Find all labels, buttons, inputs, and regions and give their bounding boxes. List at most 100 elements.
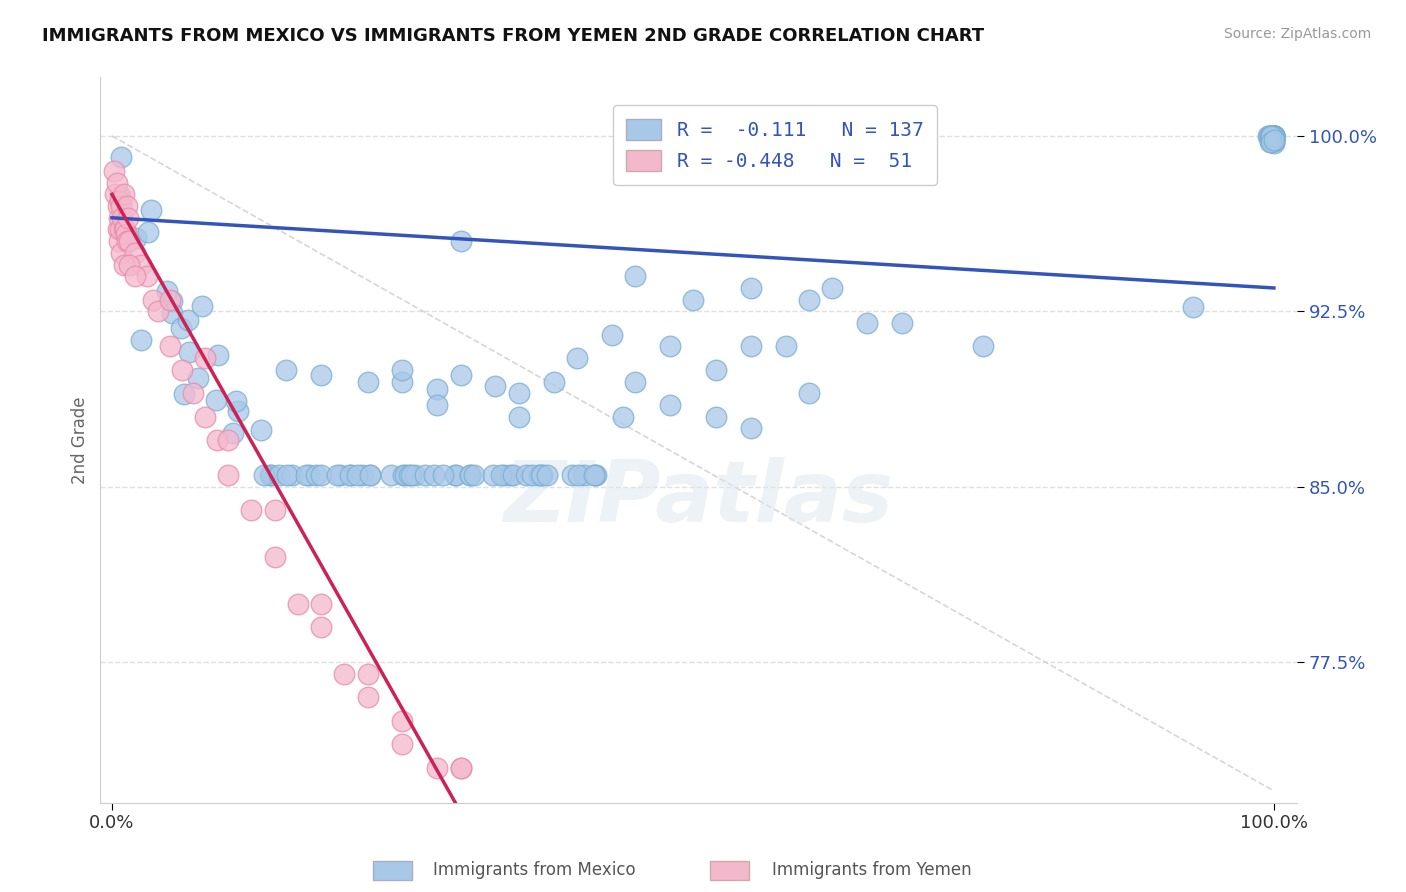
- Point: [329, 468, 352, 483]
- Point: [1263, 128, 1285, 143]
- Point: [426, 382, 449, 396]
- Point: [333, 667, 356, 681]
- Point: [821, 281, 844, 295]
- Point: [194, 351, 217, 366]
- Point: [484, 379, 506, 393]
- Point: [444, 468, 467, 483]
- Point: [115, 234, 138, 248]
- Point: [118, 258, 141, 272]
- Point: [399, 468, 422, 483]
- Point: [1261, 128, 1284, 143]
- Point: [191, 299, 214, 313]
- Point: [309, 597, 332, 611]
- Point: [531, 468, 554, 483]
- Point: [1263, 128, 1285, 143]
- Point: [1260, 133, 1282, 147]
- Point: [600, 327, 623, 342]
- Point: [350, 468, 373, 483]
- Point: [1263, 133, 1285, 147]
- Point: [574, 468, 596, 483]
- Point: [305, 468, 328, 483]
- Point: [177, 313, 200, 327]
- Legend: R =  -0.111   N = 137, R = -0.448   N =  51: R = -0.111 N = 137, R = -0.448 N = 51: [613, 105, 938, 185]
- Point: [1260, 135, 1282, 149]
- Point: [450, 760, 472, 774]
- Point: [423, 468, 446, 483]
- Point: [108, 234, 131, 248]
- Point: [356, 667, 378, 681]
- Point: [1263, 131, 1285, 145]
- Point: [326, 468, 349, 483]
- Point: [529, 468, 551, 483]
- Point: [392, 468, 415, 483]
- Point: [1263, 130, 1285, 145]
- Point: [585, 468, 607, 483]
- Point: [117, 211, 139, 225]
- Point: [287, 597, 309, 611]
- Point: [1260, 128, 1282, 143]
- Point: [187, 371, 209, 385]
- Point: [450, 368, 472, 382]
- Point: [444, 468, 467, 483]
- Point: [775, 339, 797, 353]
- Point: [108, 189, 131, 203]
- Point: [380, 468, 402, 483]
- Point: [1263, 128, 1285, 143]
- Point: [565, 351, 588, 366]
- Point: [356, 690, 378, 705]
- Point: [110, 199, 132, 213]
- Point: [1263, 130, 1285, 145]
- Point: [131, 333, 153, 347]
- Point: [458, 468, 481, 483]
- Point: [129, 258, 152, 272]
- Point: [295, 468, 318, 483]
- Point: [135, 269, 157, 284]
- Point: [309, 468, 332, 483]
- Text: Immigrants from Yemen: Immigrants from Yemen: [772, 861, 972, 879]
- Point: [1263, 128, 1285, 143]
- Point: [1260, 128, 1282, 143]
- Point: [1263, 128, 1285, 143]
- Point: [1263, 128, 1285, 143]
- Point: [110, 245, 132, 260]
- Point: [222, 425, 245, 440]
- Point: [118, 234, 141, 248]
- Point: [391, 714, 413, 728]
- Point: [1263, 128, 1285, 143]
- Point: [142, 293, 165, 307]
- Point: [356, 375, 378, 389]
- Point: [426, 398, 449, 412]
- Point: [391, 363, 413, 377]
- Point: [494, 468, 516, 483]
- Point: [204, 392, 226, 407]
- Point: [704, 409, 727, 424]
- Point: [567, 468, 589, 483]
- Point: [582, 468, 605, 483]
- Text: Source: ZipAtlas.com: Source: ZipAtlas.com: [1223, 27, 1371, 41]
- Point: [160, 306, 183, 320]
- Point: [112, 258, 135, 272]
- Point: [108, 194, 131, 209]
- Point: [398, 468, 420, 483]
- Point: [1257, 128, 1279, 143]
- Point: [450, 234, 472, 248]
- Point: [115, 227, 138, 242]
- Point: [426, 760, 449, 774]
- Text: IMMIGRANTS FROM MEXICO VS IMMIGRANTS FROM YEMEN 2ND GRADE CORRELATION CHART: IMMIGRANTS FROM MEXICO VS IMMIGRANTS FRO…: [42, 27, 984, 45]
- Point: [111, 211, 134, 225]
- Point: [682, 293, 704, 307]
- Point: [359, 468, 381, 483]
- Point: [297, 468, 319, 483]
- Point: [253, 468, 276, 483]
- Point: [240, 503, 263, 517]
- Point: [346, 468, 368, 483]
- Point: [309, 620, 332, 634]
- Point: [1260, 128, 1282, 143]
- Point: [110, 150, 132, 164]
- Point: [124, 231, 146, 245]
- Point: [1263, 128, 1285, 143]
- Point: [159, 293, 181, 307]
- Point: [124, 269, 146, 284]
- Point: [508, 409, 530, 424]
- Point: [309, 368, 332, 382]
